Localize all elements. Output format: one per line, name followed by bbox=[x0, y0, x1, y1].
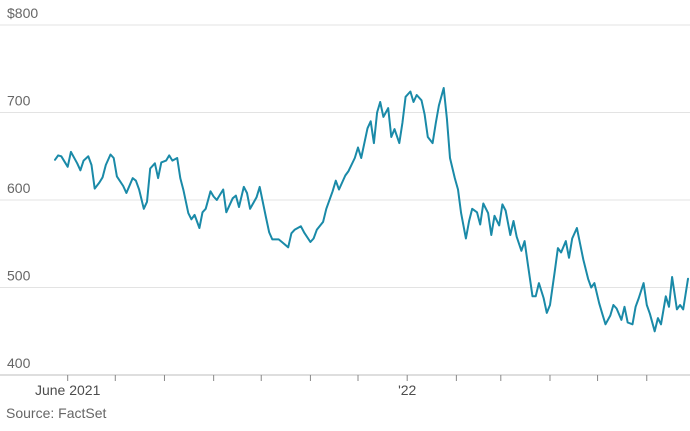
x-tick-label: June 2021 bbox=[35, 382, 101, 398]
y-tick-label: $800 bbox=[7, 5, 38, 21]
y-axis-tick-labels: $800 700 600 500 400 bbox=[7, 5, 38, 371]
y-tick-label: 500 bbox=[7, 268, 31, 284]
y-tick-label: 600 bbox=[7, 180, 31, 196]
x-axis-ticks bbox=[67, 375, 648, 381]
series-line bbox=[54, 87, 689, 333]
y-tick-label: 700 bbox=[7, 93, 31, 109]
gridlines bbox=[0, 24, 690, 288]
source-note: Source: FactSet bbox=[6, 405, 107, 421]
x-axis-tick-labels: June 2021 '22 bbox=[35, 382, 417, 398]
x-tick-label: '22 bbox=[398, 382, 416, 398]
y-tick-label: 400 bbox=[7, 355, 31, 371]
price-series bbox=[54, 87, 689, 333]
